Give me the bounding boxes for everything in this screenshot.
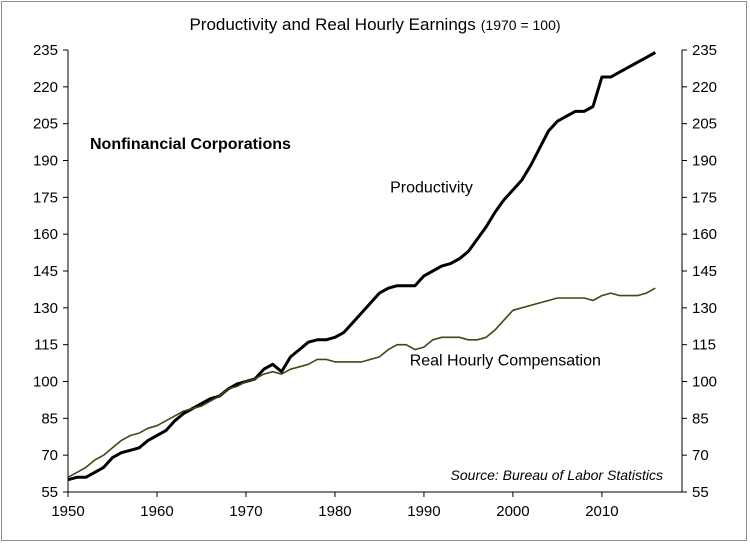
y-tick-label-right: 190 <box>692 153 717 170</box>
y-tick-label-right: 205 <box>692 116 717 133</box>
x-tick-label: 1950 <box>51 503 84 520</box>
chart-subtitle: Nonfinancial Corporations <box>90 136 291 153</box>
chart-title-main: Productivity and Real Hourly Earnings <box>189 15 475 34</box>
y-tick-label-right: 100 <box>692 374 717 391</box>
series-layer: Productivity Real Hourly Compensation <box>67 51 657 482</box>
y-tick-label-left: 55 <box>41 484 58 501</box>
y-tick-label-right: 145 <box>692 263 717 280</box>
y-tick-label-right: 175 <box>692 189 717 206</box>
y-tick-label-right: 70 <box>692 447 709 464</box>
series-label-real-hourly-compensation: Real Hourly Compensation <box>410 353 601 370</box>
series-label-productivity: Productivity <box>390 179 473 196</box>
y-tick-label-left: 115 <box>34 337 58 354</box>
y-tick-label-left: 130 <box>33 300 58 317</box>
y-tick-label-right: 235 <box>692 42 717 59</box>
x-tick-label: 1970 <box>229 503 262 520</box>
series-line-productivity <box>67 51 657 482</box>
y-tick-label-right: 85 <box>692 410 709 427</box>
x-tick-label: 2010 <box>585 503 618 520</box>
y-tick-label-right: 220 <box>692 79 717 96</box>
y-tick-label-left: 100 <box>33 374 58 391</box>
y-tick-label-right: 160 <box>692 226 717 243</box>
y-tick-label-right: 130 <box>692 300 717 317</box>
y-tick-label-left: 205 <box>33 116 58 133</box>
chart-title: Productivity and Real Hourly Earnings (19… <box>189 15 560 34</box>
y-tick-label-right: 55 <box>692 484 709 501</box>
x-tick-label: 1990 <box>407 503 440 520</box>
y-tick-label-left: 70 <box>41 447 58 464</box>
y-tick-label-right: 115 <box>692 337 716 354</box>
axes: 55 55 70 70 85 85 100 100 115 115 130 130 145 145 160 1… <box>33 42 717 520</box>
series-line-real-hourly-compensation <box>67 287 656 479</box>
y-tick-label-left: 160 <box>33 226 58 243</box>
y-tick-label-left: 220 <box>33 79 58 96</box>
y-tick-label-left: 85 <box>41 410 58 427</box>
x-tick-label: 1980 <box>318 503 351 520</box>
source-note: Source: Bureau of Labor Statistics <box>451 467 663 483</box>
x-tick-label: 2000 <box>496 503 529 520</box>
y-tick-label-left: 145 <box>33 263 58 280</box>
y-tick-label-left: 235 <box>33 42 58 59</box>
y-tick-label-left: 190 <box>33 153 58 170</box>
x-tick-label: 1960 <box>140 503 173 520</box>
chart-title-suffix: (1970 = 100) <box>481 17 561 33</box>
y-tick-label-left: 175 <box>33 189 58 206</box>
